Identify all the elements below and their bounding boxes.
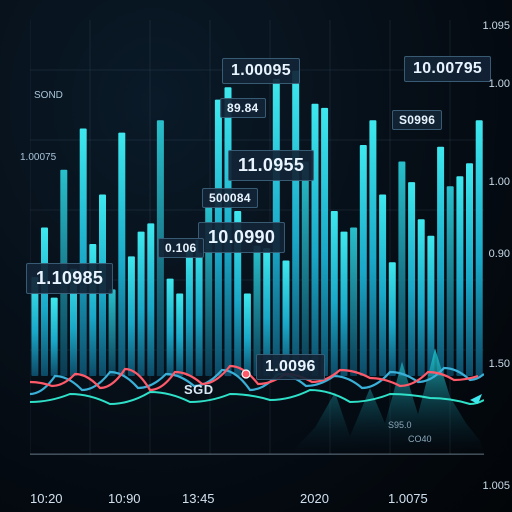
- x-tick: 1.0075: [388, 491, 428, 506]
- value-label: 1.00095: [222, 58, 300, 84]
- bar: [398, 162, 405, 377]
- y-tick-right: 0.90: [489, 248, 510, 260]
- bar: [447, 186, 454, 376]
- bar: [360, 145, 367, 376]
- y-tick-right: 1.50: [489, 358, 510, 370]
- bar: [138, 232, 145, 376]
- mini-tag: S95.0: [388, 420, 412, 430]
- bar: [456, 176, 463, 376]
- bar: [389, 262, 396, 376]
- bar: [408, 182, 415, 376]
- value-label: S0996: [392, 110, 442, 130]
- bar: [418, 219, 425, 376]
- value-label: 0.106: [158, 238, 204, 258]
- tiny-label: 1.00075: [20, 152, 56, 163]
- bar: [379, 195, 386, 377]
- bar: [321, 108, 328, 376]
- sgd-label: SGD: [184, 382, 214, 397]
- bar: [350, 228, 357, 377]
- value-label: 1.10985: [26, 263, 113, 294]
- bar: [312, 104, 319, 376]
- bar: [244, 294, 251, 377]
- bar: [109, 289, 116, 376]
- bar: [302, 162, 309, 377]
- value-label: 10.0990: [198, 222, 285, 253]
- x-tick: 10:20: [30, 491, 63, 506]
- bar: [118, 133, 125, 376]
- bar: [167, 279, 174, 376]
- bar: [476, 120, 483, 376]
- bar: [196, 240, 203, 376]
- value-label: 89.84: [220, 98, 266, 118]
- mini-tag: CO40: [408, 434, 432, 444]
- bar: [186, 248, 193, 376]
- tiny-label: SOND: [34, 90, 63, 101]
- bar: [41, 228, 48, 377]
- line-marker: [242, 370, 250, 378]
- bar: [176, 294, 183, 377]
- line-teal: [30, 390, 484, 404]
- bar: [292, 71, 299, 376]
- y-tick-right: 1.095: [482, 20, 510, 32]
- value-label: 11.0955: [228, 150, 314, 181]
- value-label: 500084: [202, 188, 258, 208]
- bar: [437, 147, 444, 376]
- x-tick: 10:90: [108, 491, 141, 506]
- baseline: [30, 454, 484, 455]
- bar: [369, 120, 376, 376]
- bar: [128, 256, 135, 376]
- bar: [51, 298, 58, 376]
- bar: [331, 211, 338, 376]
- bar: [80, 129, 87, 377]
- x-tick: 13:45: [182, 491, 215, 506]
- value-label: 1.0096: [256, 354, 325, 380]
- bar: [466, 163, 473, 376]
- x-tick: 2020: [300, 491, 329, 506]
- bar: [147, 223, 154, 376]
- y-tick-right: 1.005: [482, 480, 510, 492]
- bar: [341, 232, 348, 376]
- value-label: 10.00795: [404, 56, 491, 82]
- y-tick-right: 1.00: [489, 78, 510, 90]
- y-tick-right: 1.00: [489, 176, 510, 188]
